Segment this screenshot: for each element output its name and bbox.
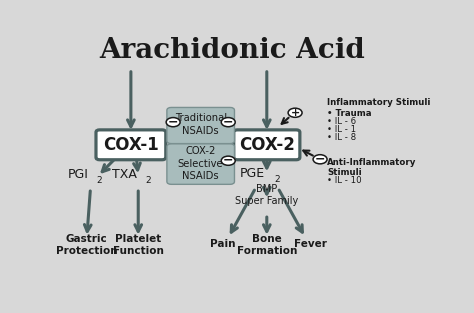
Text: PGI: PGI xyxy=(68,168,89,181)
Text: COX-1: COX-1 xyxy=(103,136,159,154)
Circle shape xyxy=(166,118,180,127)
Text: Fever: Fever xyxy=(294,239,328,249)
Circle shape xyxy=(288,108,302,117)
Circle shape xyxy=(221,118,235,127)
Text: COX-2: COX-2 xyxy=(239,136,295,154)
Text: −: − xyxy=(315,152,325,166)
Text: Stimuli: Stimuli xyxy=(328,167,362,177)
Text: Arachidonic Acid: Arachidonic Acid xyxy=(99,37,365,64)
Text: +: + xyxy=(291,107,300,117)
FancyBboxPatch shape xyxy=(167,107,235,144)
FancyBboxPatch shape xyxy=(234,130,300,160)
Text: PGE: PGE xyxy=(240,167,265,180)
Text: COX-2
Selective
NSAIDs: COX-2 Selective NSAIDs xyxy=(178,146,224,181)
Circle shape xyxy=(221,156,235,165)
Text: BMP
Super Family: BMP Super Family xyxy=(235,184,299,206)
Text: TXA: TXA xyxy=(111,168,137,181)
Text: −: − xyxy=(223,115,234,128)
Text: −: − xyxy=(168,115,178,128)
Text: Inflammatory Stimuli: Inflammatory Stimuli xyxy=(328,98,431,107)
Text: • Trauma: • Trauma xyxy=(328,109,372,118)
Text: • IL - 6: • IL - 6 xyxy=(328,117,356,126)
Text: 2: 2 xyxy=(97,176,102,185)
Text: Bone
Formation: Bone Formation xyxy=(237,233,297,256)
Text: Pain: Pain xyxy=(210,239,236,249)
Text: Anti-Inflammatory: Anti-Inflammatory xyxy=(328,158,417,167)
Text: Gastric
Protection: Gastric Protection xyxy=(56,233,118,256)
Text: • IL - 1: • IL - 1 xyxy=(328,126,356,134)
Text: Traditional
NSAIDs: Traditional NSAIDs xyxy=(174,113,227,136)
Text: 2: 2 xyxy=(274,175,280,184)
FancyBboxPatch shape xyxy=(96,130,166,160)
FancyBboxPatch shape xyxy=(167,144,235,184)
Text: −: − xyxy=(223,154,234,167)
Circle shape xyxy=(313,155,327,164)
Text: Platelet
Function: Platelet Function xyxy=(113,233,164,256)
Text: • IL - 8: • IL - 8 xyxy=(328,133,356,142)
Text: • IL - 10: • IL - 10 xyxy=(328,177,362,186)
Text: 2: 2 xyxy=(146,176,151,185)
